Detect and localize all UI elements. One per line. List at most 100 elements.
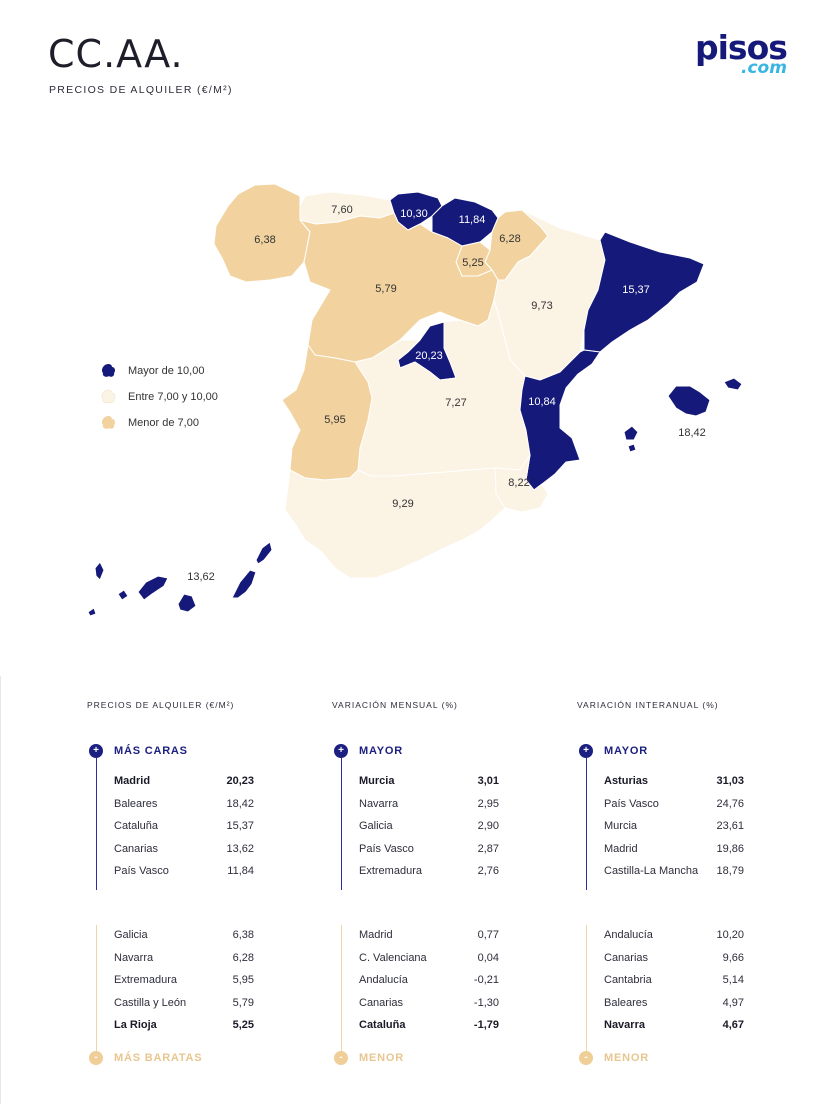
plus-icon: + bbox=[579, 744, 593, 758]
region-pais-vasco-value-label: 11,84 bbox=[459, 214, 486, 226]
table-row: País Vasco 11,84 bbox=[114, 865, 254, 883]
row-name: Extremadura bbox=[359, 865, 422, 877]
table-row: Cataluña 15,37 bbox=[114, 820, 254, 838]
row-name: Andalucía bbox=[359, 974, 408, 986]
row-name: Navarra bbox=[604, 1019, 645, 1031]
row-value: 11,84 bbox=[227, 865, 254, 877]
table-row: Castilla-La Mancha 18,79 bbox=[604, 865, 744, 883]
row-name: Canarias bbox=[359, 996, 404, 1009]
legend-item-high: Mayor de 10,00 bbox=[100, 358, 218, 384]
table-row: Castilla y León 5,79 bbox=[114, 997, 254, 1015]
bottom-group-label: MÁS BARATAS bbox=[114, 1052, 203, 1064]
table-row: Asturias 31,03 bbox=[604, 775, 744, 793]
row-name: Cataluña bbox=[114, 820, 159, 832]
table-row: C. Valenciana 0,04 bbox=[359, 952, 499, 970]
row-value: 20,23 bbox=[226, 775, 254, 787]
region-castilla-leon-value-label: 5,79 bbox=[375, 283, 396, 295]
row-name: País Vasco bbox=[114, 865, 169, 877]
column-heading: VARIACIÓN INTERANUAL (%) bbox=[577, 700, 719, 710]
region-murcia-value-label: 8,22 bbox=[508, 477, 529, 489]
row-value: 18,79 bbox=[716, 865, 744, 877]
row-name: Madrid bbox=[604, 842, 638, 855]
region-baleares-island-1 bbox=[723, 377, 743, 391]
table-row: Canarias -1,30 bbox=[359, 997, 499, 1015]
column-heading: PRECIOS DE ALQUILER (€/M²) bbox=[87, 700, 235, 710]
row-name: Madrid bbox=[114, 775, 151, 787]
minus-icon: - bbox=[334, 1051, 348, 1065]
top-group-line bbox=[95, 758, 97, 890]
bottom-group-line bbox=[340, 925, 342, 1052]
table-row: Murcia 23,61 bbox=[604, 820, 744, 838]
bottom-group-line bbox=[585, 925, 587, 1052]
top-group-label: MÁS CARAS bbox=[114, 745, 188, 757]
row-value: 24,76 bbox=[716, 797, 744, 810]
table-row: Extremadura 2,76 bbox=[359, 865, 499, 883]
region-andalucia-value-label: 9,29 bbox=[392, 498, 413, 510]
region-navarra-value-label: 6,28 bbox=[499, 233, 520, 245]
table-row: Andalucía 10,20 bbox=[604, 929, 744, 947]
row-name: Galicia bbox=[359, 820, 393, 832]
row-value: 2,87 bbox=[477, 842, 499, 855]
table-row: Madrid 20,23 bbox=[114, 775, 254, 793]
table-row: País Vasco 2,87 bbox=[359, 843, 499, 861]
legend-item-mid: Entre 7,00 y 10,00 bbox=[100, 384, 218, 410]
row-name: Castilla-La Mancha bbox=[604, 865, 699, 877]
region-canarias-island-2 bbox=[117, 589, 129, 601]
row-value: 23,61 bbox=[716, 820, 744, 832]
row-name: Madrid bbox=[359, 929, 393, 941]
table-row: Navarra 4,67 bbox=[604, 1019, 744, 1037]
row-value: -1,30 bbox=[473, 996, 499, 1009]
brand-logo[interactable]: pisos .com bbox=[695, 28, 795, 78]
region-baleares-value-label: 18,42 bbox=[678, 427, 706, 439]
table-row: Madrid 19,86 bbox=[604, 843, 744, 861]
region-cataluna bbox=[583, 231, 705, 353]
region-madrid-value-label: 20,23 bbox=[415, 350, 443, 362]
table-row: Cantabria 5,14 bbox=[604, 974, 744, 992]
row-value: -1,79 bbox=[473, 1019, 499, 1031]
row-value: 2,76 bbox=[477, 865, 499, 877]
table-row: Navarra 2,95 bbox=[359, 798, 499, 816]
minus-icon: - bbox=[579, 1051, 593, 1065]
table-row: Navarra 6,28 bbox=[114, 952, 254, 970]
region-cantabria-value-label: 10,30 bbox=[400, 208, 428, 220]
row-value: 10,20 bbox=[716, 929, 744, 941]
row-value: 13,62 bbox=[226, 842, 254, 855]
section-divider bbox=[0, 676, 1, 1104]
table-row: Murcia 3,01 bbox=[359, 775, 499, 793]
legend-label: Mayor de 10,00 bbox=[128, 365, 205, 377]
row-value: 6,28 bbox=[232, 951, 254, 964]
row-name: Cantabria bbox=[604, 974, 652, 986]
table-row: Canarias 13,62 bbox=[114, 843, 254, 861]
legend-item-low: Menor de 7,00 bbox=[100, 410, 218, 436]
row-name: Baleares bbox=[604, 996, 648, 1009]
plus-icon: + bbox=[334, 744, 348, 758]
region-canarias-island-3 bbox=[87, 607, 97, 617]
ranking-column-1: PRECIOS DE ALQUILER (€/M²) + MÁS CARAS - MÁS… bbox=[87, 700, 262, 1065]
top-group-line bbox=[585, 758, 587, 890]
row-name: Canarias bbox=[604, 951, 649, 964]
region-canarias-island-5 bbox=[231, 569, 257, 599]
row-value: 9,66 bbox=[722, 951, 744, 964]
plus-icon: + bbox=[89, 744, 103, 758]
row-name: País Vasco bbox=[359, 842, 414, 855]
bottom-group-line bbox=[95, 925, 97, 1052]
legend-label: Entre 7,00 y 10,00 bbox=[128, 391, 218, 403]
region-andalucia bbox=[284, 467, 506, 579]
region-galicia bbox=[213, 183, 311, 283]
region-pais-vasco bbox=[431, 197, 499, 247]
logo-main-text: pisos bbox=[695, 28, 788, 67]
region-canarias-value-label: 13,62 bbox=[187, 571, 215, 583]
table-row: Extremadura 5,95 bbox=[114, 974, 254, 992]
row-name: País Vasco bbox=[604, 797, 659, 810]
top-group-label: MAYOR bbox=[604, 745, 648, 757]
row-name: Extremadura bbox=[114, 974, 177, 986]
top-group-label: MAYOR bbox=[359, 745, 403, 757]
bottom-group-label: MENOR bbox=[604, 1052, 649, 1064]
row-name: Baleares bbox=[114, 797, 158, 810]
row-value: -0,21 bbox=[473, 974, 499, 986]
row-name: Navarra bbox=[359, 797, 399, 810]
row-value: 4,97 bbox=[722, 996, 744, 1009]
top-group-line bbox=[340, 758, 342, 890]
legend-swatch-icon bbox=[101, 389, 116, 404]
row-value: 4,67 bbox=[722, 1019, 744, 1031]
